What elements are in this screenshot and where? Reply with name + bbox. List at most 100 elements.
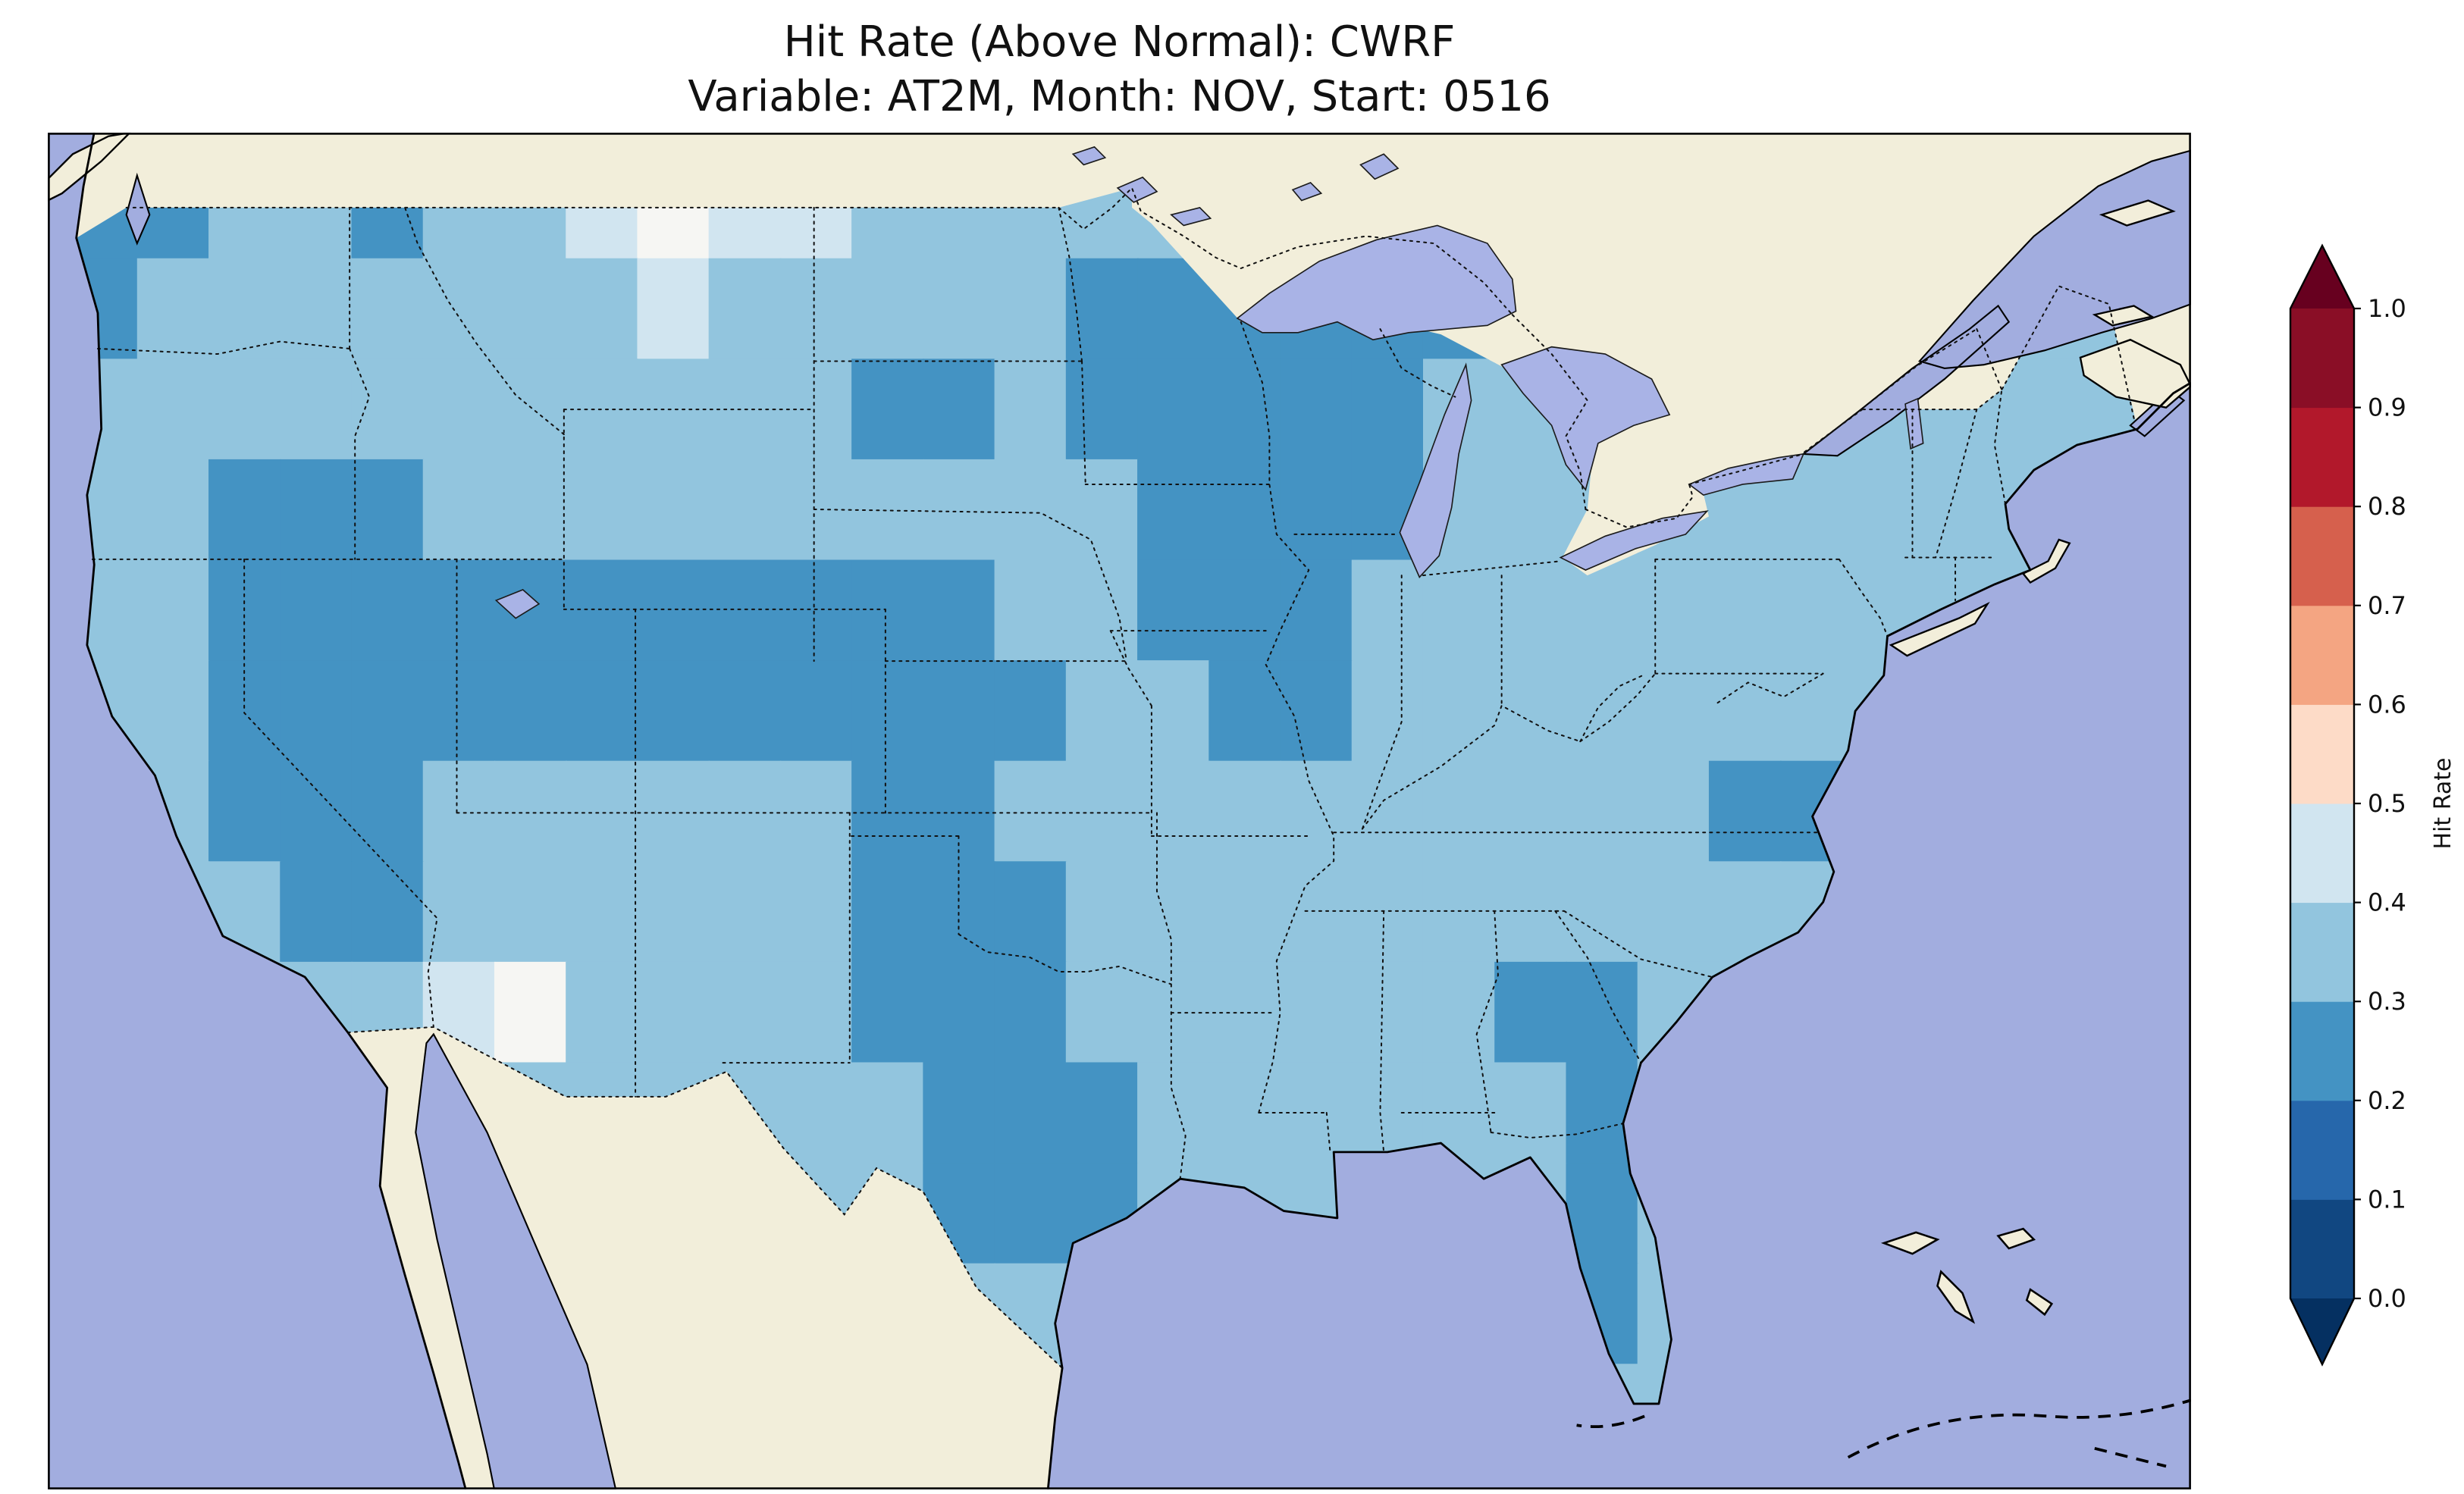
grid-cell bbox=[1137, 861, 1210, 963]
grid-cell bbox=[708, 961, 782, 1063]
grid-cell bbox=[994, 258, 1067, 360]
grid-cell bbox=[1280, 660, 1353, 763]
grid-cell bbox=[994, 559, 1067, 662]
colorbar-segment bbox=[2290, 704, 2354, 804]
grid-cell bbox=[566, 660, 638, 763]
colorbar-segments bbox=[2290, 309, 2354, 1299]
grid-cell bbox=[136, 359, 210, 461]
grid-cell bbox=[1208, 861, 1281, 963]
grid-cell bbox=[708, 258, 782, 360]
grid-cell bbox=[1923, 459, 1996, 561]
state-country-borders bbox=[91, 186, 2135, 1369]
grid-cell bbox=[1351, 861, 1425, 963]
colorbar-segment bbox=[2290, 407, 2354, 507]
grid-cell bbox=[1065, 559, 1139, 662]
colorbar-tick-label: 0.5 bbox=[2368, 789, 2406, 818]
grid-cell bbox=[1637, 660, 1710, 763]
grid-cell bbox=[1494, 459, 1567, 561]
grid-cell bbox=[1137, 559, 1210, 662]
grid-cell bbox=[1137, 760, 1210, 863]
grid-cell bbox=[994, 359, 1067, 461]
grid-cell bbox=[923, 861, 996, 963]
grid-cell bbox=[851, 258, 924, 360]
grid-cell bbox=[1708, 760, 1782, 863]
grid-cell bbox=[1566, 760, 1639, 863]
grid-cell bbox=[422, 760, 496, 863]
grid-cell bbox=[1494, 660, 1567, 763]
chart-subtitle: Variable: AT2M, Month: NOV, Start: 0516 bbox=[688, 72, 1551, 121]
grid-cell bbox=[637, 459, 710, 561]
grid-cell bbox=[136, 459, 210, 561]
grid-cell bbox=[708, 660, 782, 763]
colorbar-segment bbox=[2290, 803, 2354, 904]
grid-cell bbox=[351, 559, 425, 662]
grid-cell bbox=[851, 760, 924, 863]
grid-cell bbox=[851, 1062, 924, 1164]
grid-cell bbox=[779, 359, 853, 461]
colorbar: 0.0 0.1 0.2 0.3 0.4 0.5 0.6 0.7 0.8 0.9 1.0 Hit Ra… bbox=[2289, 243, 2456, 1367]
grid-cell bbox=[208, 359, 281, 461]
grid-cell bbox=[637, 660, 710, 763]
colorbar-segment bbox=[2290, 506, 2354, 606]
grid-cell bbox=[1065, 258, 1139, 360]
grid-cell bbox=[923, 459, 996, 561]
grid-cell bbox=[1494, 861, 1567, 963]
grid-cell bbox=[708, 559, 782, 662]
grid-cell bbox=[494, 760, 567, 863]
grid-cell bbox=[994, 1062, 1067, 1164]
grid-cell bbox=[1422, 760, 1496, 863]
grid-cell bbox=[1208, 359, 1281, 461]
grid-cell bbox=[1280, 861, 1353, 963]
grid-cell bbox=[494, 559, 567, 662]
grid-cell bbox=[1566, 961, 1639, 1063]
grid-cell bbox=[1137, 1062, 1210, 1164]
grid-cell bbox=[566, 258, 638, 360]
grid-cell bbox=[779, 559, 853, 662]
grid-cell bbox=[208, 258, 281, 360]
colorbar-segment bbox=[2290, 309, 2354, 409]
grid-cell bbox=[779, 258, 853, 360]
grid-cell bbox=[422, 258, 496, 360]
grid-cell bbox=[1494, 760, 1567, 863]
grid-cell bbox=[1566, 861, 1639, 963]
grid-cell bbox=[1280, 961, 1353, 1063]
grid-cell bbox=[851, 359, 924, 461]
grid-cell bbox=[923, 258, 996, 360]
ocean-inlets bbox=[125, 149, 2191, 1489]
grid-cell bbox=[708, 459, 782, 561]
grid-cell bbox=[208, 459, 281, 561]
colorbar-over-arrow bbox=[2290, 246, 2354, 309]
grid-cell bbox=[637, 861, 710, 963]
grid-cell bbox=[1208, 1062, 1281, 1164]
grid-cell bbox=[994, 459, 1067, 561]
grid-cell bbox=[1280, 559, 1353, 662]
grid-cell bbox=[1851, 459, 1925, 561]
grid-cell bbox=[136, 559, 210, 662]
grid-cell bbox=[351, 459, 425, 561]
grid-cell bbox=[1708, 660, 1782, 763]
grid-cell bbox=[779, 1062, 853, 1164]
grid-cell bbox=[637, 258, 710, 360]
vancouver-island bbox=[48, 133, 132, 202]
grid-cell bbox=[280, 760, 353, 863]
northeast-islands bbox=[1889, 199, 2191, 657]
grid-cell bbox=[994, 861, 1067, 963]
grid-cell bbox=[1208, 760, 1281, 863]
grid-cell bbox=[923, 559, 996, 662]
grid-cell bbox=[1494, 1062, 1567, 1164]
grid-cell bbox=[1065, 459, 1139, 561]
grid-cell bbox=[422, 359, 496, 461]
grid-cell bbox=[923, 359, 996, 461]
grid-cell bbox=[1780, 660, 1853, 763]
grid-cell bbox=[422, 861, 496, 963]
grid-cell bbox=[994, 660, 1067, 763]
colorbar-segment bbox=[2290, 1199, 2354, 1299]
grid-cell bbox=[136, 660, 210, 763]
grid-cell bbox=[494, 359, 567, 461]
colorbar-tick-label: 0.2 bbox=[2368, 1086, 2406, 1115]
grid-cell bbox=[566, 961, 638, 1063]
grid-cell bbox=[1637, 559, 1710, 662]
grid-cell bbox=[1494, 559, 1567, 662]
grid-cell bbox=[1065, 359, 1139, 461]
